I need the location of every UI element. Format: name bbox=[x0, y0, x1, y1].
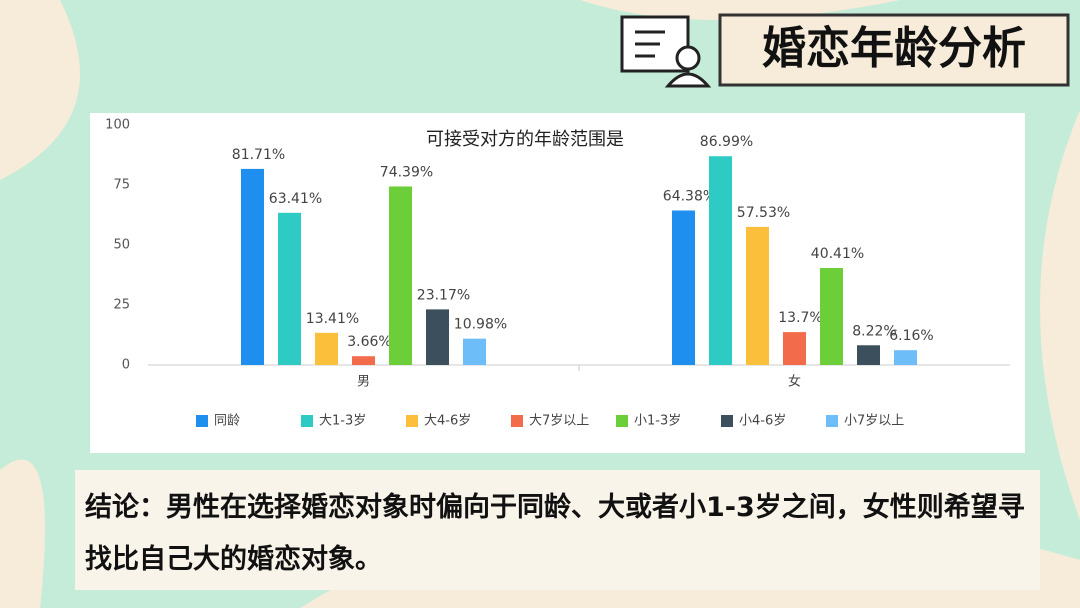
bar bbox=[709, 156, 732, 365]
bar bbox=[463, 338, 486, 365]
value-label: 57.53% bbox=[737, 205, 790, 221]
header-title: 婚恋年龄分析 bbox=[762, 23, 1026, 74]
bar bbox=[783, 332, 806, 365]
value-label: 81.71% bbox=[232, 147, 285, 163]
x-tick-label: 女 bbox=[788, 374, 801, 390]
legend-label: 大4-6岁 bbox=[424, 414, 471, 429]
legend-label: 小1-3岁 bbox=[634, 414, 681, 429]
legend-swatch bbox=[721, 415, 733, 427]
y-tick-label: 25 bbox=[113, 298, 130, 313]
bg-shape bbox=[0, 0, 80, 180]
bar bbox=[352, 356, 375, 365]
conclusion-text: 结论：男性在选择婚恋对象时偏向于同龄、大或者小1-3岁之间，女性则希望寻找比自己… bbox=[85, 492, 1025, 575]
y-tick-label: 50 bbox=[113, 238, 130, 253]
bar bbox=[389, 186, 412, 365]
bar bbox=[894, 350, 917, 365]
bg-shape bbox=[1040, 110, 1080, 520]
y-tick-label: 75 bbox=[113, 178, 130, 193]
value-label: 74.39% bbox=[380, 164, 433, 180]
legend-label: 同龄 bbox=[214, 414, 240, 429]
value-label: 86.99% bbox=[700, 134, 753, 150]
bar bbox=[426, 309, 449, 365]
legend-label: 大1-3岁 bbox=[319, 414, 366, 429]
value-label: 6.16% bbox=[889, 328, 933, 344]
value-label: 10.98% bbox=[454, 317, 507, 333]
y-tick-label: 100 bbox=[105, 118, 130, 133]
legend-swatch bbox=[406, 415, 418, 427]
legend-swatch bbox=[826, 415, 838, 427]
value-label: 63.41% bbox=[269, 191, 322, 207]
value-label: 13.7% bbox=[778, 310, 822, 326]
bar bbox=[672, 210, 695, 365]
bar bbox=[278, 212, 301, 365]
bg-shape bbox=[0, 459, 45, 608]
legend-swatch bbox=[196, 415, 208, 427]
value-label: 13.41% bbox=[306, 311, 359, 327]
value-label: 8.22% bbox=[852, 323, 896, 339]
bar bbox=[241, 168, 264, 365]
bar bbox=[315, 332, 338, 365]
value-label: 23.17% bbox=[417, 287, 470, 303]
bar bbox=[857, 345, 880, 365]
value-label: 3.66% bbox=[347, 334, 391, 350]
bar bbox=[746, 226, 769, 365]
value-label: 40.41% bbox=[811, 246, 864, 262]
header-box bbox=[718, 13, 1070, 87]
legend-swatch bbox=[616, 415, 628, 427]
chart-title: 可接受对方的年龄范围是 bbox=[426, 129, 624, 149]
header-icon bbox=[620, 15, 712, 88]
y-tick-label: 0 bbox=[122, 358, 130, 373]
value-label: 64.38% bbox=[663, 188, 716, 204]
x-tick-label: 男 bbox=[357, 375, 370, 390]
legend-label: 大7岁以上 bbox=[529, 414, 589, 429]
legend-label: 小4-6岁 bbox=[739, 414, 786, 429]
bar bbox=[820, 268, 843, 365]
conclusion-box: 结论：男性在选择婚恋对象时偏向于同龄、大或者小1-3岁之间，女性则希望寻找比自己… bbox=[75, 470, 1040, 590]
legend-label: 小7岁以上 bbox=[844, 414, 904, 429]
bg-shape bbox=[580, 0, 900, 20]
chart-panel bbox=[90, 113, 1025, 453]
legend-swatch bbox=[301, 415, 313, 427]
legend-swatch bbox=[511, 415, 523, 427]
